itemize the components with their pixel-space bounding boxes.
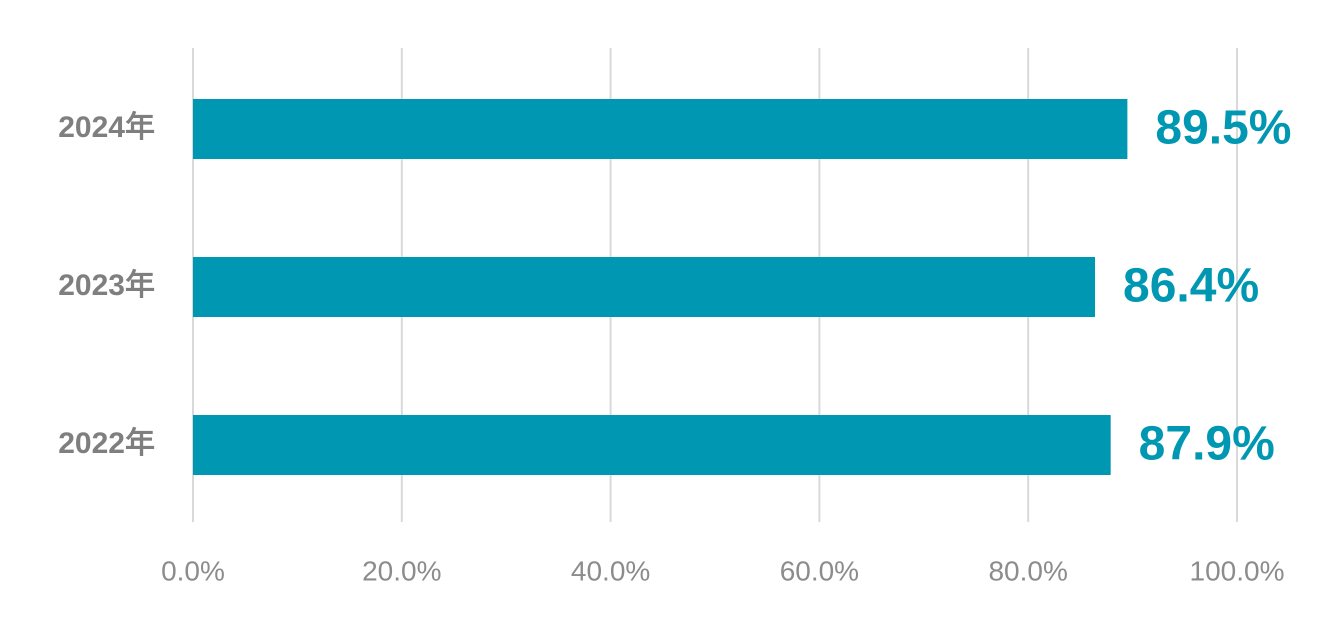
value-label: 89.5% [1155, 102, 1291, 155]
bar [193, 99, 1128, 159]
x-tick-label: 100.0% [1190, 555, 1285, 586]
x-tick-label: 0.0% [161, 555, 225, 586]
category-label: 2022年 [58, 427, 155, 460]
x-tick-label: 60.0% [780, 555, 859, 586]
bar [193, 257, 1096, 317]
value-label: 87.9% [1139, 418, 1275, 471]
x-tick-label: 40.0% [571, 555, 650, 586]
category-label: 2024年 [58, 111, 155, 144]
category-label: 2023年 [58, 269, 155, 302]
x-tick-label: 80.0% [988, 555, 1067, 586]
x-tick-label: 20.0% [362, 555, 441, 586]
bar [193, 415, 1111, 475]
value-label: 86.4% [1123, 260, 1259, 313]
